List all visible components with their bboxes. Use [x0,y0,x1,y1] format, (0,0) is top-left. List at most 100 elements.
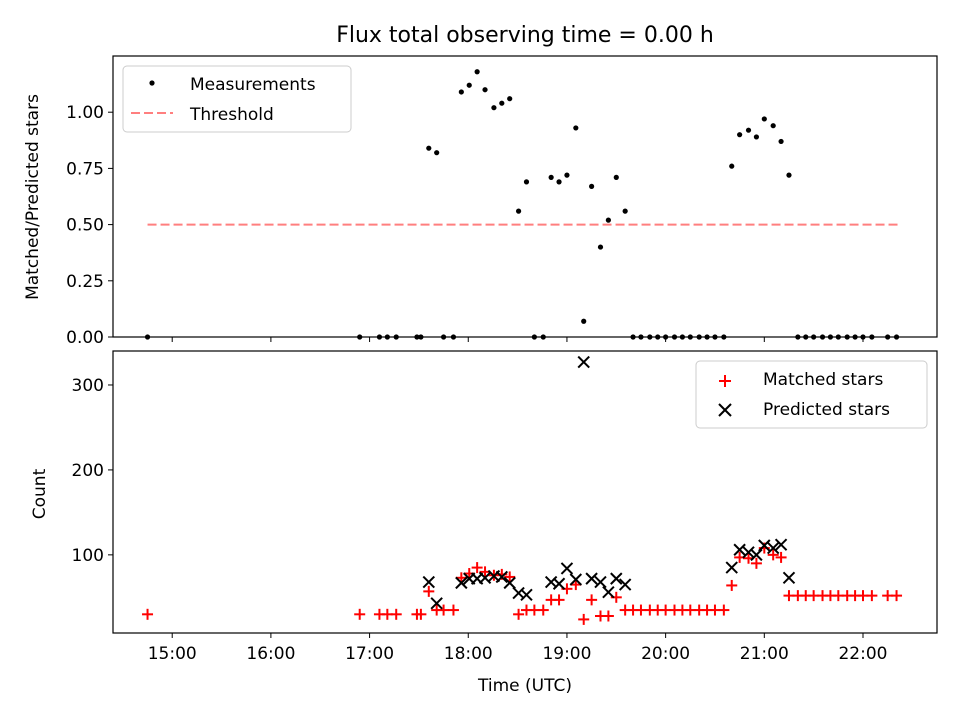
predicted-stars-point [742,546,755,559]
measurements-point [426,145,432,151]
predicted-stars-point [430,597,443,610]
x-tick-label: 20:00 [641,644,690,664]
matched-stars-point [553,594,565,606]
predicted-stars-point [774,538,788,551]
matched-stars-point [415,608,427,620]
matched-stars-point [718,604,730,616]
matched-stars-point [537,604,549,616]
legend-matched-marker [719,375,731,387]
legend-predicted-marker [718,403,732,417]
x-axis-label: Time (UTC) [477,676,572,696]
legend-measurements-marker [149,80,155,86]
matched-stars-point [570,579,582,591]
bottom-legend-box [695,360,928,429]
x-tick-label: 22:00 [838,644,887,664]
predicted-stars-point [503,576,516,590]
top-y-axis-label: Matched/Predicted stars [23,94,43,300]
top-legend: Measurements Threshold [122,65,352,133]
matched-stars-point [586,594,598,606]
bottom-y-tick-label: 200 [72,461,104,481]
matched-stars-point [438,604,450,616]
matched-stars-point [142,608,154,620]
bottom-y-tick-label: 300 [72,376,104,396]
matched-stars-point [390,608,402,620]
measurements-point [491,105,497,111]
measurements-point [458,89,464,95]
measurements-point [589,183,595,189]
measurements-point [613,174,619,180]
bottom-y-axis-label: Count [30,468,50,519]
top-y-tick-label: 0.00 [66,328,104,348]
measurements-point [573,125,579,131]
matched-stars-point [726,579,738,591]
measurements-point [556,179,562,185]
predicted-stars-point [594,575,607,589]
predicted-stars-point [618,578,632,591]
measurements-point [597,244,604,250]
predicted-stars-point [585,572,598,585]
top-y-tick-label: 0.50 [66,216,104,236]
predicted-stars-point [552,577,566,590]
legend-predicted-label: Predicted stars [763,400,890,420]
measurements-point [753,134,760,140]
matched-stars-point [354,608,366,620]
top-legend-box [122,65,352,133]
measurements-point [466,82,472,88]
measurements-point [548,174,554,180]
matched-stars-point [767,549,779,561]
x-tick-label: 17:00 [345,644,394,664]
matched-stars-point [447,604,459,616]
x-tick-label: 15:00 [148,644,197,664]
matched-stars-point [750,557,762,569]
matched-stars-point [866,590,878,602]
measurements-point [737,132,743,138]
matched-stars-point [578,613,590,625]
legend-threshold-label: Threshold [189,105,274,125]
predicted-stars-point [569,573,583,586]
x-tick-label: 16:00 [246,644,295,664]
predicted-stars-point [782,571,796,584]
predicted-stars-point [455,576,468,590]
measurements-point [515,208,522,214]
bottom-axes-frame [112,350,938,634]
matched-stars-point [504,571,516,583]
predicted-stars-point [520,588,533,601]
measurements-point [778,138,784,145]
matched-stars-point [471,562,483,574]
bottom-panel: 100 200 300 15:00 16:00 17:00 18:00 19:00 20:00 2… [30,350,938,696]
predicted-stars-point [495,570,509,584]
matched-stars-point [423,585,435,597]
bottom-y-tick-label: 100 [72,546,104,566]
top-plot-area: 0.00 0.25 0.50 0.75 1.00 [66,69,900,348]
predicted-stars-point [560,562,574,575]
predicted-stars-point [602,586,615,599]
predicted-stars-point [725,561,738,574]
measurements-point [499,100,505,106]
matched-stars-point [602,610,614,622]
measurements-point [786,172,792,178]
x-tick-label: 18:00 [444,644,493,664]
measurements-point [745,127,752,133]
measurements-point [474,69,480,75]
measurements-point [761,116,767,122]
top-y-tick-label: 0.25 [66,272,104,292]
predicted-stars-point [758,539,771,552]
measurements-point [482,87,488,93]
top-axes-frame [112,55,938,338]
top-y-tick-label: 0.75 [66,159,104,179]
measurements-point [581,318,587,324]
predicted-stars-point [610,572,623,585]
x-tick-label: 19:00 [542,644,591,664]
legend-matched-label: Matched stars [763,370,883,390]
bottom-legend: Matched stars Predicted stars [695,360,928,429]
matched-stars-point [891,590,903,602]
top-panel: 0.00 0.25 0.50 0.75 1.00 Matched/Predicted s… [23,55,938,348]
predicted-stars-point [577,355,590,369]
measurements-point [605,217,611,223]
matched-stars-point [775,551,787,563]
measurements-point [770,123,776,129]
legend-measurements-label: Measurements [190,75,316,95]
measurements-point [729,163,735,169]
bottom-plot-area: 100 200 300 15:00 16:00 17:00 18:00 19:00 20:00 2… [72,355,903,664]
